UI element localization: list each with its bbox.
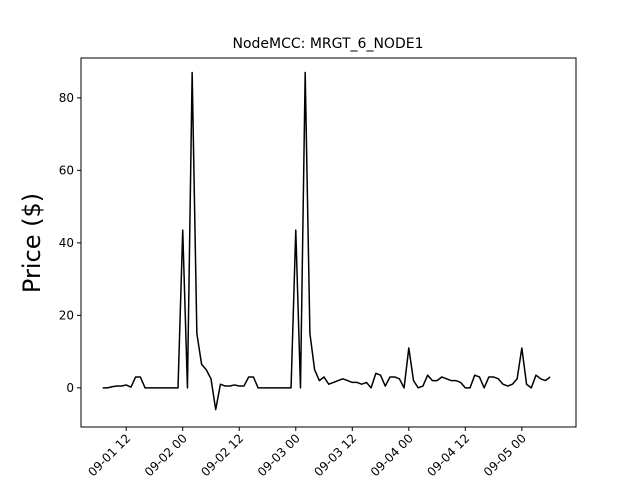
y-tick-label: 0	[66, 381, 74, 395]
chart-title: NodeMCC: MRGT_6_NODE1	[233, 36, 424, 52]
plot-frame	[80, 57, 577, 428]
y-tick-label: 80	[59, 91, 74, 105]
y-tick-label: 60	[59, 163, 74, 177]
line-series	[102, 71, 551, 411]
y-tick-label: 20	[59, 308, 74, 322]
y-axis-label: Price ($)	[18, 193, 46, 293]
y-tick-label: 40	[59, 236, 74, 250]
